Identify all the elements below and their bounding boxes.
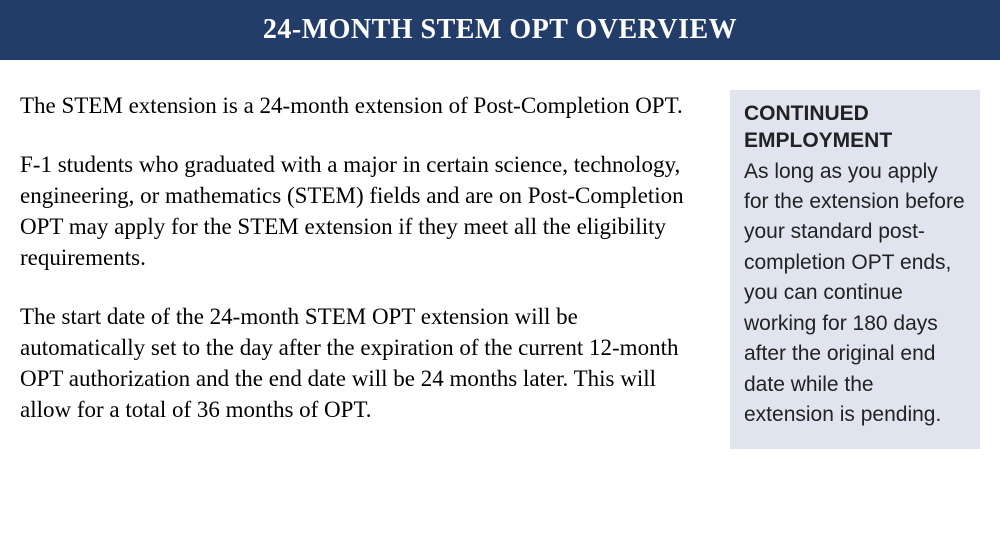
sidebar-title: CONTINUED EMPLOYMENT (744, 100, 966, 155)
sidebar-body: As long as you apply for the extension b… (744, 157, 966, 431)
page: 24-MONTH STEM OPT OVERVIEW The STEM exte… (0, 0, 1000, 542)
main-column: The STEM extension is a 24-month extensi… (20, 90, 700, 453)
content-area: The STEM extension is a 24-month extensi… (0, 60, 1000, 453)
sidebar: CONTINUED EMPLOYMENT As long as you appl… (730, 90, 980, 449)
page-title: 24-MONTH STEM OPT OVERVIEW (263, 14, 737, 45)
page-header: 24-MONTH STEM OPT OVERVIEW (0, 0, 1000, 60)
paragraph: The STEM extension is a 24-month extensi… (20, 90, 700, 121)
paragraph: F-1 students who graduated with a major … (20, 149, 700, 273)
paragraph: The start date of the 24-month STEM OPT … (20, 301, 700, 425)
